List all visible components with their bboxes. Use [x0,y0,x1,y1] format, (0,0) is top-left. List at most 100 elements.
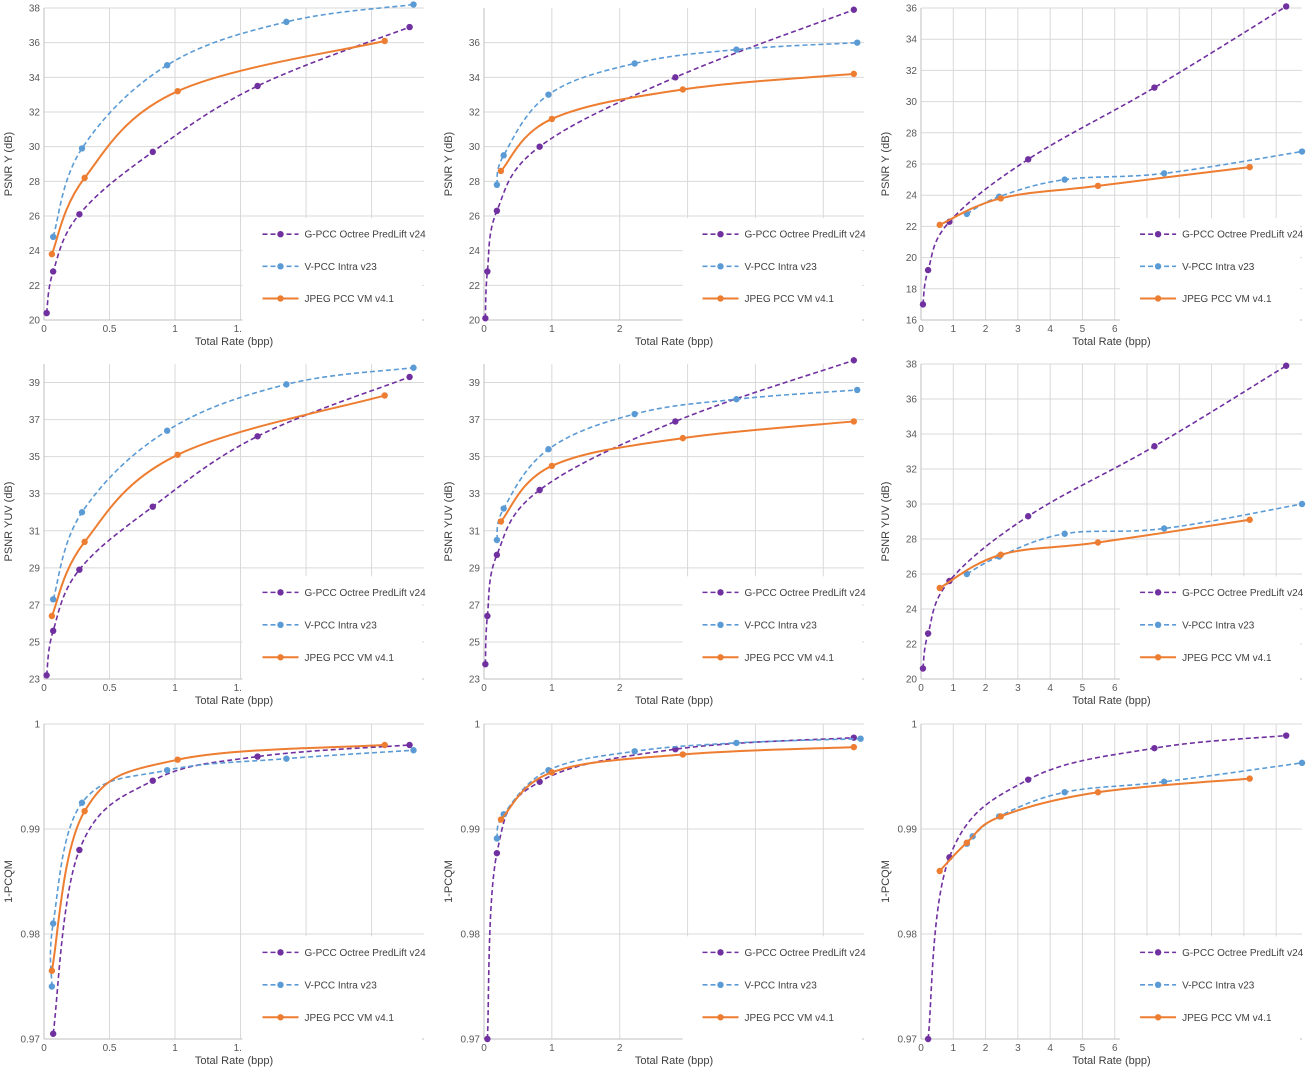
legend-label: V-PCC Intra v23 [745,620,818,631]
data-point [174,756,181,763]
data-point [1282,732,1290,739]
legend-marker [1154,1014,1162,1021]
x-axis-label: Total Rate (bpp) [1072,695,1150,707]
series-3 [936,516,1253,592]
y-tick-label: 37 [29,415,41,426]
x-tick-label: 2 [983,1043,989,1054]
legend-label: JPEG PCC VM v4.1 [305,653,395,664]
series-2 [49,364,417,603]
data-point [482,660,489,668]
data-point [43,672,50,679]
data-point [254,433,261,440]
legend-background [682,576,862,692]
x-tick-label: 0 [918,1043,924,1054]
legend-label: V-PCC Intra v23 [745,980,818,991]
data-point [850,418,858,425]
y-tick-label: 32 [29,108,41,119]
series-3 [497,70,858,175]
legend-marker [277,1014,284,1021]
legend: G-PCC Octree PredLift v24 V-PCC Intra v23… [682,576,866,692]
data-point [254,753,261,760]
legend-label: G-PCC Octree PredLift v24 [305,948,427,959]
series-line [496,41,858,185]
legend-label: V-PCC Intra v23 [1182,980,1255,991]
y-tick-label: 30 [29,142,41,153]
y-tick-label: 26 [906,570,918,581]
y-tick-label: 0.97 [21,1035,41,1046]
y-tick-label: 1 [911,720,917,731]
data-point [48,250,56,258]
data-point [1061,530,1068,537]
data-point [850,734,858,741]
data-point [174,451,181,458]
data-point [283,18,290,26]
chart-2: 202224262830323436012345Total Rate (bpp)… [443,6,867,348]
data-point [1024,513,1032,520]
y-tick-label: 18 [906,284,918,295]
chart-3: 161820222426283032343601234567891011Tota… [880,3,1306,348]
legend-marker [277,981,284,989]
data-point [484,268,491,275]
series-line [939,518,1250,589]
y-axis-label: PSNR YUV (dB) [880,482,892,562]
series-line [939,777,1250,872]
data-point [936,221,943,229]
y-tick-label: 35 [469,452,481,463]
y-tick-label: 28 [906,128,918,139]
x-tick-label: 1.5 [234,1043,248,1054]
legend: G-PCC Octree PredLift v24 V-PCC Intra v23… [1120,218,1304,333]
data-point [49,627,57,635]
legend-marker [717,949,724,956]
legend-marker [277,654,284,661]
data-point [163,427,171,434]
x-tick-label: 6 [1112,683,1118,694]
data-point [919,301,927,308]
data-point [1061,176,1068,183]
x-tick-label: 0 [41,324,47,335]
data-point [924,266,932,274]
series-line [500,746,854,821]
series-1 [482,6,858,322]
y-tick-label: 16 [906,316,918,327]
data-point [1298,148,1306,155]
x-tick-label: 5 [1080,683,1086,694]
y-tick-label: 36 [469,38,481,49]
chart-9: 0.970.980.99101234567891011Total Rate (b… [880,720,1306,1067]
x-tick-label: 1 [951,683,957,694]
data-point [924,1035,932,1043]
legend-marker [717,295,724,302]
series-line [50,39,385,255]
x-axis-label: Total Rate (bpp) [1072,1055,1150,1067]
legend-label: G-PCC Octree PredLift v24 [745,230,867,241]
data-point [857,735,864,742]
data-point [81,174,88,182]
x-tick-label: 0 [41,1043,47,1054]
y-tick-label: 34 [906,430,918,441]
y-tick-label: 22 [906,222,918,233]
legend-label: JPEG PCC VM v4.1 [745,653,835,664]
data-point [1246,775,1253,782]
legend-marker [1154,654,1162,661]
data-point [500,152,507,159]
x-axis-label: Total Rate (bpp) [195,1055,273,1067]
legend-background [1120,576,1300,692]
y-tick-label: 32 [469,108,481,119]
x-tick-label: 0 [481,1043,487,1054]
legend-marker [1154,263,1162,270]
data-point [631,60,638,67]
data-point [78,509,86,516]
y-tick-label: 24 [906,191,918,202]
series-line [966,150,1303,215]
x-axis-label: Total Rate (bpp) [1072,336,1150,348]
x-tick-label: 0.5 [103,324,117,335]
y-tick-label: 39 [469,378,481,389]
legend-background [1120,936,1300,1052]
x-axis-label: Total Rate (bpp) [635,1055,713,1067]
legend-marker [277,621,284,629]
data-point [536,486,543,494]
data-point [1151,443,1158,450]
data-point [733,396,740,403]
legend-label: JPEG PCC VM v4.1 [1182,294,1272,305]
data-point [49,596,57,603]
data-point [854,386,861,394]
